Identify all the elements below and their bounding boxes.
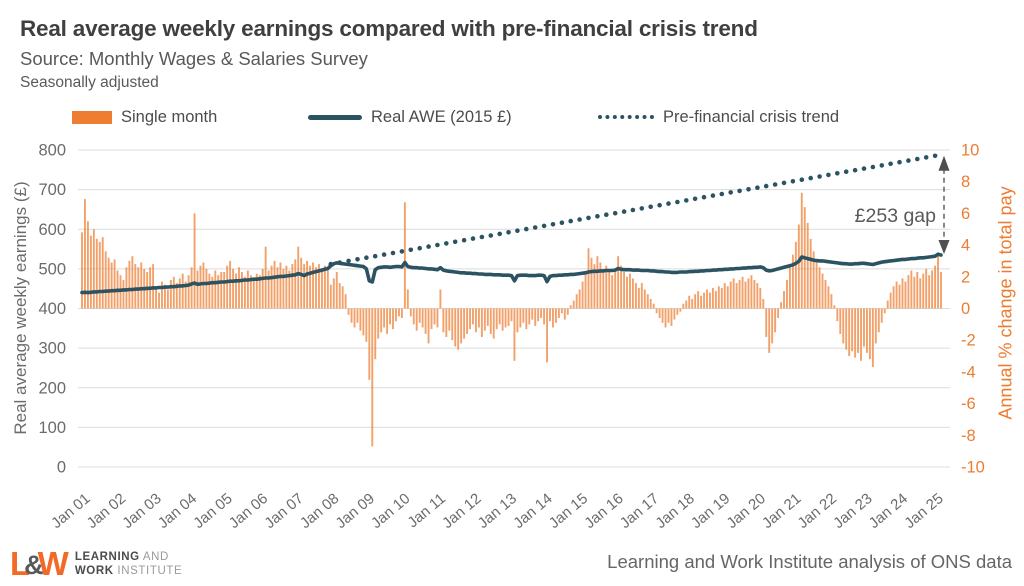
svg-text:Jan 18: Jan 18 [652,490,697,532]
svg-text:Jan 12: Jan 12 [439,490,484,532]
svg-text:Jan 24: Jan 24 [866,490,911,532]
svg-text:Jan 04: Jan 04 [155,490,200,532]
svg-text:Jan 10: Jan 10 [368,490,413,532]
svg-text:Jan 01: Jan 01 [48,490,93,532]
chart-note-seasonally-adjusted: Seasonally adjusted [20,74,159,91]
svg-text:Jan 11: Jan 11 [404,490,449,531]
gap-arrow [938,155,950,254]
svg-text:Jan 14: Jan 14 [510,490,555,532]
svg-text:Jan 07: Jan 07 [261,490,306,532]
svg-text:600: 600 [38,221,66,239]
svg-text:Jan 13: Jan 13 [475,490,520,532]
svg-text:Jan 05: Jan 05 [190,490,235,532]
svg-text:6: 6 [961,205,970,223]
svg-text:Jan 09: Jan 09 [333,490,378,532]
svg-text:-6: -6 [961,395,976,413]
svg-text:-8: -8 [961,427,976,445]
legend-label: Pre-financial crisis trend [663,107,840,126]
svg-text:800: 800 [38,142,66,160]
right-axis-title: Annual % change in total pay [995,186,1016,420]
svg-text:2: 2 [961,268,970,286]
svg-text:Jan 02: Jan 02 [84,490,129,532]
trend-dotted-swatch-icon [598,115,654,119]
svg-text:-2: -2 [961,332,976,350]
footer-credit: Learning and Work Institute analysis of … [607,551,1012,572]
svg-text:Jan 08: Jan 08 [297,490,342,532]
svg-text:700: 700 [38,181,66,199]
svg-text:Jan 19: Jan 19 [688,490,733,532]
svg-text:-10: -10 [961,459,985,477]
svg-text:Jan 23: Jan 23 [830,490,875,532]
svg-text:8: 8 [961,173,970,191]
svg-text:Jan 25: Jan 25 [901,490,946,532]
real-awe-line-swatch-icon [308,114,362,120]
svg-text:Jan 17: Jan 17 [617,490,662,532]
svg-text:0: 0 [961,300,970,318]
svg-text:Jan 20: Jan 20 [724,490,769,532]
svg-text:500: 500 [38,260,66,278]
right-axis-tick-labels: 10 8 6 4 2 0 -2 -4 -6 -8 -10 [961,142,985,477]
left-axis-title: Real average weekly earnings (£) [11,181,30,435]
pre-crisis-trend-series [328,153,938,267]
svg-text:4: 4 [961,237,970,255]
svg-text:10: 10 [961,142,979,160]
svg-text:300: 300 [38,340,66,358]
gap-annotation: £253 gap [854,205,936,227]
svg-text:0: 0 [57,459,66,477]
svg-text:Jan 16: Jan 16 [581,490,626,532]
legend-item-real-awe: Real AWE (2015 £) [308,104,512,130]
legend-label: Single month [121,107,218,126]
real-awe-line-series [80,252,943,295]
svg-text:-4: -4 [961,363,976,381]
lw-logo: L & W LEARNING AND WORK INSTITUTE [10,547,182,580]
legend-item-trend: Pre-financial crisis trend [598,104,839,130]
svg-text:Jan 21: Jan 21 [759,490,804,532]
svg-text:Jan 22: Jan 22 [795,490,840,532]
legend-label: Real AWE (2015 £) [371,107,512,126]
svg-text:100: 100 [38,419,66,437]
legend-item-single-month: Single month [72,104,217,130]
single-month-bars-series [81,192,942,447]
chart-title: Real average weekly earnings compared wi… [20,16,758,41]
svg-text:Jan 03: Jan 03 [119,490,164,532]
chart-source: Source: Monthly Wages & Salaries Survey [20,48,368,69]
lw-logo-mark-icon: L & W [10,545,69,582]
lw-logo-wordmark: LEARNING AND WORK INSTITUTE [74,550,183,577]
legend: Single month Real AWE (2015 £) Pre-finan… [0,104,1024,130]
svg-text:Jan 06: Jan 06 [226,490,271,532]
single-month-swatch-icon [72,110,112,124]
svg-text:200: 200 [38,379,66,397]
svg-text:400: 400 [38,300,66,318]
left-axis-tick-labels: 0 100 200 300 400 500 600 700 800 [38,142,66,477]
svg-text:Jan 15: Jan 15 [546,490,591,532]
